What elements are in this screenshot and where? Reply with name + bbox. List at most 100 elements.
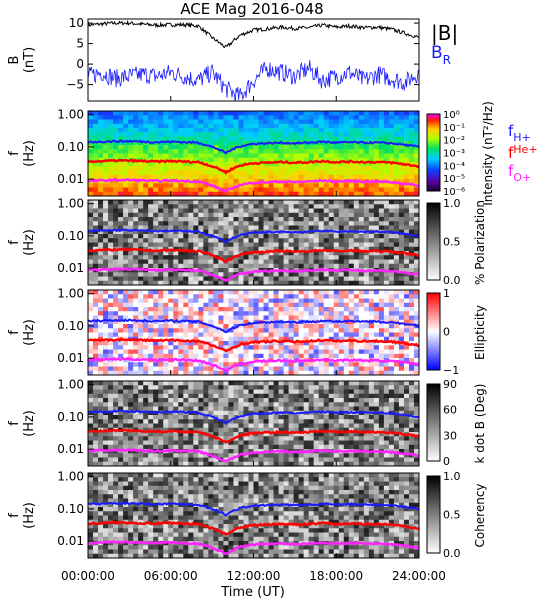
legend-f-h-sub: H+ [513, 131, 531, 144]
legend-f-o: fO+ [508, 162, 531, 184]
colorbar-tick-label: 0 [443, 326, 450, 339]
coherency-f-H-line [88, 500, 420, 517]
colorbar-tick-label: 30 [443, 429, 457, 442]
colorbar-tick-label: 60 [443, 404, 457, 417]
k-dot-b-f-H-line [87, 409, 420, 426]
f-tick-label: 0.01 [57, 172, 84, 186]
intensity-f-He-line [87, 158, 420, 175]
f-tick-label: 0.01 [57, 351, 84, 365]
f-tick-label: 0.10 [57, 140, 84, 154]
legend-b-r: BR [431, 43, 451, 67]
f-tick-label: 1.00 [57, 108, 84, 122]
panel-ellipticity: 1.00 0.10 0.01 f (Hz) 1 0 −1 Ellipticity [7, 287, 487, 377]
colorbar-tick-label: 1.0 [443, 197, 461, 210]
intensity-spectrogram [88, 111, 420, 197]
legend-f-o-letter: f [508, 162, 514, 180]
k-dot-b-colorbar [426, 383, 441, 462]
k-dot-b-spectrogram [88, 381, 420, 467]
coherency-colorbar [426, 475, 441, 554]
intensity-f-H-line [87, 139, 420, 155]
f-tick-label: 0.10 [57, 319, 84, 333]
colorbar-label: % Polarization [473, 200, 487, 285]
colorbar-label: Intensity (nT²/Hz) [481, 101, 495, 206]
colorbar-tick-label: 90 [443, 378, 457, 391]
legend-b-r-sub: R [443, 53, 451, 67]
intensity-f-O-line [87, 177, 420, 193]
legend-f-he-sup: He+ [513, 143, 537, 156]
x-tick-label: 24:00:00 [392, 569, 446, 583]
ellipticity-spectrogram [88, 290, 420, 376]
series-b-total-line [88, 19, 419, 48]
hz-axis-label: (Hz) [22, 229, 37, 256]
f-tick-label: 0.01 [57, 261, 84, 275]
legend-f-h: fH+ [508, 122, 531, 144]
b-axis-label: B [7, 56, 22, 65]
hz-axis-label: (Hz) [22, 410, 37, 437]
colorbar-tick-label: 1.0 [443, 470, 461, 483]
colorbar-label: Coherency [473, 483, 487, 547]
panel-coherency: 1.00 0.10 0.01 f (Hz) 1.0 0.5 0.0 Coherency [7, 470, 487, 560]
x-tick-label: 00:00:00 [61, 569, 115, 583]
legend-f-he-letter: f [508, 144, 514, 162]
colorbar-tick-label: 10⁰ [443, 110, 460, 121]
panel-b-frame [87, 18, 420, 102]
f-tick-label: 1.00 [57, 470, 84, 484]
f-tick-label: 0.10 [57, 229, 84, 243]
colorbar-tick-label: 10⁻⁶ [443, 187, 465, 198]
f-axis-label: f [7, 513, 22, 518]
polarization-f-O-line [87, 266, 420, 282]
b-y-tick-label: 10 [69, 16, 84, 30]
colorbar-tick-label: 1 [443, 287, 450, 300]
hz-axis-label: (Hz) [22, 140, 37, 167]
legend-f-o-sub: O+ [513, 171, 531, 184]
spectral-panels: 1.000.100.01f (Hz)10⁰10⁻¹10⁻²10⁻³10⁻⁴10⁻⁵… [7, 101, 495, 560]
colorbar-label: Ellipticity [473, 305, 487, 360]
f-tick-label: 0.01 [57, 442, 84, 456]
colorbar-tick-label: 10⁻⁵ [443, 174, 465, 185]
coherency-f-O-line [87, 539, 420, 555]
colorbar-tick-label: 0.5 [443, 509, 461, 522]
polarization-colorbar [426, 202, 441, 281]
legend-b-r-main: B [431, 43, 443, 63]
ellipticity-f-O-line [87, 356, 420, 374]
x-tick-label: 18:00:00 [309, 569, 363, 583]
x-tick-label: 06:00:00 [144, 569, 198, 583]
f-tick-label: 1.00 [57, 287, 84, 301]
f-axis-label: f [7, 330, 22, 335]
k-dot-b-f-O-line [87, 447, 420, 463]
panel-intensity: 1.00 0.10 0.01 f (Hz) 10⁰ 10⁻¹ 10⁻² 10⁻³10⁻⁴ 10⁻⁵… [7, 101, 495, 206]
colorbar-tick-label: 10⁻¹ [443, 123, 465, 134]
gyrofrequency-legend: fH+ fHe+ fO+ [508, 122, 538, 184]
b-y-tick-label: 0 [76, 57, 84, 71]
b-y-tick-label: 5 [76, 37, 84, 51]
f-axis-label: f [7, 421, 22, 426]
time-axis: 00:00:00 06:00:00 12:00:00 18:00:00 24:00:00 [61, 96, 446, 583]
series-b-r-line [88, 60, 419, 101]
ellipticity-colorbar [426, 292, 441, 371]
f-tick-label: 0.01 [57, 534, 84, 548]
legend-f-he: fHe+ [508, 143, 538, 162]
b-axis-unit: (nT) [22, 47, 37, 73]
ellipticity-f-He-line [88, 337, 420, 353]
legend-f-h-letter: f [508, 122, 514, 140]
legend-b-total: |B| [431, 21, 458, 45]
colorbar-tick-label: 0 [443, 455, 450, 468]
f-tick-label: 1.00 [57, 378, 84, 392]
colorbar-tick-label: −1 [443, 364, 459, 377]
f-tick-label: 1.00 [57, 197, 84, 211]
polarization-f-He-line [87, 247, 420, 264]
f-tick-label: 0.10 [57, 502, 84, 516]
polarization-f-H-line [87, 228, 420, 244]
f-axis-label: f [7, 151, 22, 156]
k-dot-b-f-He-line [87, 428, 420, 444]
b-y-ticks: 10 5 0 −5 [66, 16, 419, 92]
x-tick-label: 12:00:00 [227, 569, 281, 583]
colorbar-tick-label: 10⁻⁴ [443, 161, 465, 172]
colorbar-tick-label: 0.5 [443, 236, 461, 249]
b-y-tick-label: −5 [66, 78, 84, 92]
chart-title: ACE Mag 2016-048 [180, 0, 323, 18]
hz-axis-label: (Hz) [22, 319, 37, 346]
b-field-lines [88, 19, 419, 101]
